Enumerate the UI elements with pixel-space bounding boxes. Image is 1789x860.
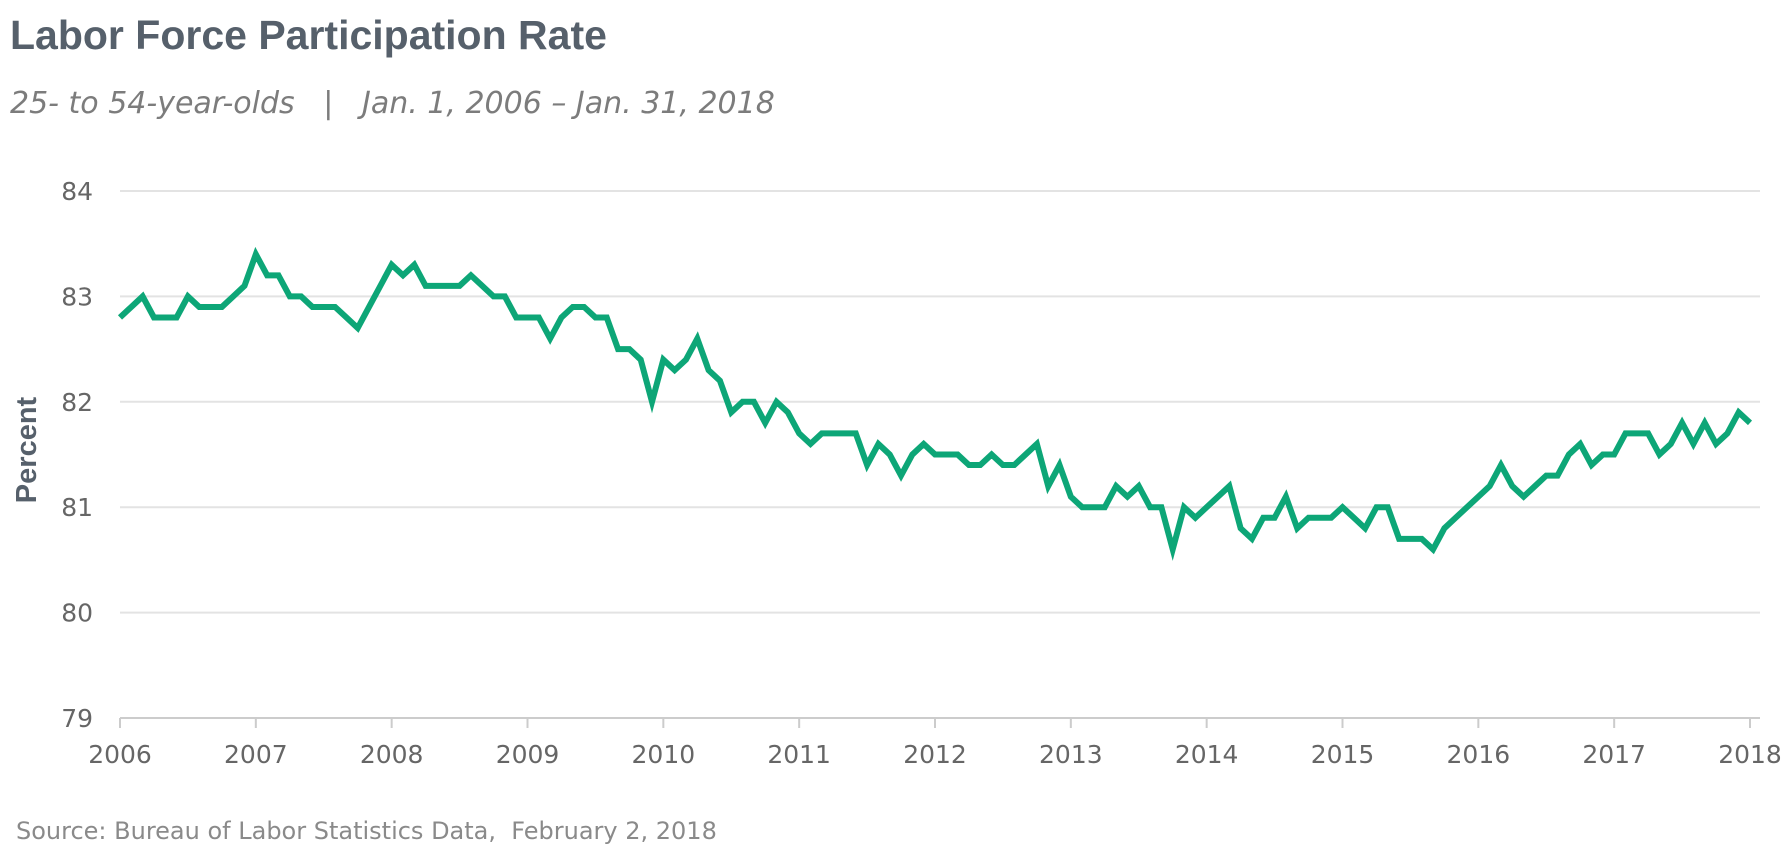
x-tick-label: 2011 <box>767 740 831 769</box>
x-tick-label: 2014 <box>1175 740 1239 769</box>
y-tick-label: 79 <box>61 704 93 733</box>
x-tick-label: 2015 <box>1311 740 1375 769</box>
x-tick-label: 2016 <box>1447 740 1511 769</box>
x-axis-ticks: 2006 2007 2008 2009 2010 2011 2012 2013 2014 2015… <box>88 740 1782 769</box>
x-axis <box>119 717 1760 728</box>
source-note: Source: Bureau of Labor Statistics Data,… <box>16 817 717 845</box>
y-tick-label: 83 <box>61 282 93 311</box>
series-layer <box>117 246 1753 561</box>
chart-title: Labor Force Participation Rate <box>10 12 607 58</box>
y-axis-ticks: 79 80 81 82 83 84 <box>61 177 93 733</box>
x-tick-label: 2007 <box>224 740 288 769</box>
gridlines <box>120 190 1760 614</box>
x-tick-label: 2013 <box>1039 740 1103 769</box>
x-tick-label: 2012 <box>903 740 967 769</box>
x-tick-label: 2010 <box>632 740 696 769</box>
y-tick-label: 80 <box>61 599 93 628</box>
y-tick-label: 81 <box>61 493 93 522</box>
chart-subtitle: 25- to 54-year-olds | Jan. 1, 2006 – Jan… <box>10 86 775 121</box>
x-tick-label: 2006 <box>88 740 152 769</box>
x-tick-label: 2008 <box>360 740 424 769</box>
x-tick-label: 2017 <box>1582 740 1646 769</box>
y-tick-label: 82 <box>61 388 93 417</box>
x-tick-label: 2018 <box>1718 740 1782 769</box>
y-axis-label: Percent <box>11 396 43 503</box>
y-tick-label: 84 <box>61 177 93 206</box>
x-tick-label: 2009 <box>496 740 560 769</box>
series-line-0 <box>117 246 1753 561</box>
